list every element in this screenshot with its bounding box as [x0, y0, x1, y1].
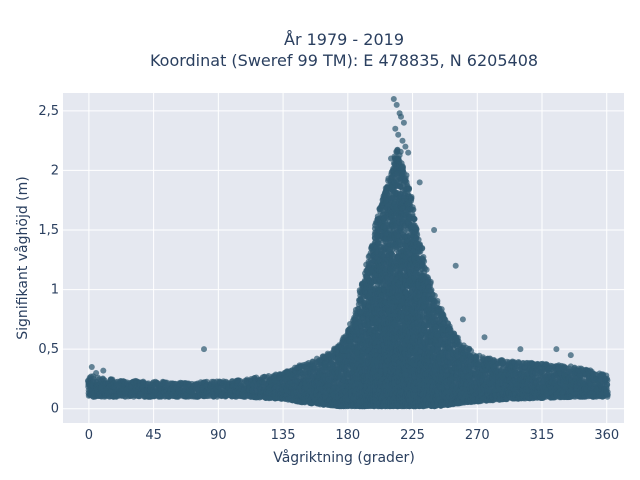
data-points [85, 96, 611, 410]
chart-title-line-2: Koordinat (Sweref 99 TM): E 478835, N 62… [150, 51, 538, 70]
chart-title: År 1979 - 2019 Koordinat (Sweref 99 TM):… [150, 30, 538, 70]
chart-title-line-1: År 1979 - 2019 [284, 30, 404, 49]
